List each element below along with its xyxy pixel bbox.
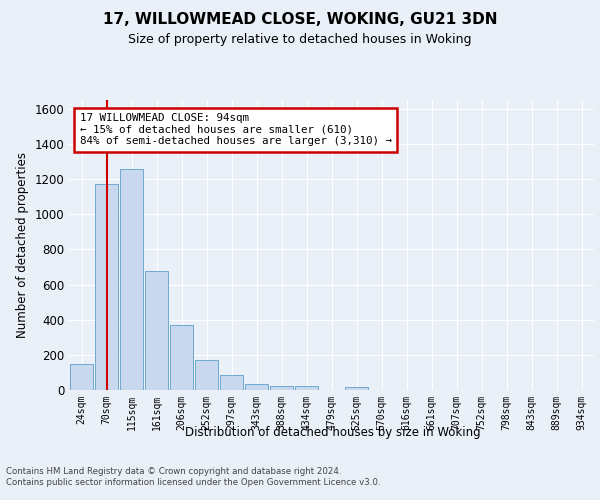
Y-axis label: Number of detached properties: Number of detached properties (16, 152, 29, 338)
Bar (269, 386, 293, 390)
Bar (170, 325, 193, 390)
Bar (70, 364, 94, 390)
Bar (245, 384, 268, 390)
Text: 17 WILLOWMEAD CLOSE: 94sqm
← 15% of detached houses are smaller (610)
84% of sem: 17 WILLOWMEAD CLOSE: 94sqm ← 15% of deta… (79, 113, 392, 146)
Text: Size of property relative to detached houses in Woking: Size of property relative to detached ho… (128, 32, 472, 46)
Bar (344, 388, 368, 390)
Bar (295, 386, 319, 390)
Text: 17, WILLOWMEAD CLOSE, WOKING, GU21 3DN: 17, WILLOWMEAD CLOSE, WOKING, GU21 3DN (103, 12, 497, 28)
Bar (220, 374, 244, 390)
Text: Distribution of detached houses by size in Woking: Distribution of detached houses by size … (185, 426, 481, 439)
Bar (194, 360, 218, 390)
Text: Contains HM Land Registry data © Crown copyright and database right 2024.
Contai: Contains HM Land Registry data © Crown c… (6, 468, 380, 487)
Bar (119, 168, 143, 390)
Bar (95, 184, 118, 390)
Bar (145, 272, 169, 390)
